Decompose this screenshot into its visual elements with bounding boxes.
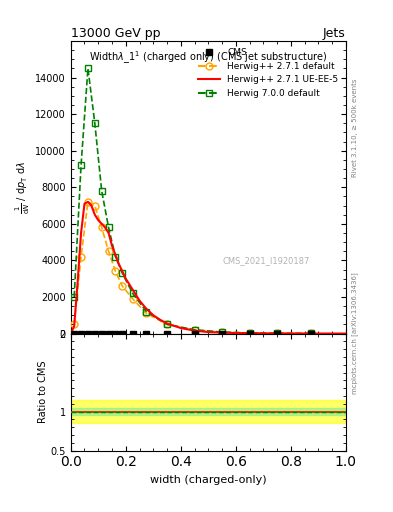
Herwig 7.0.0 default [275, 330, 279, 336]
Herwig++ 2.7.1 UE-EE-5 [151, 312, 156, 318]
Herwig++ 2.7.1 UE-EE-5 [72, 323, 77, 329]
CMS [247, 330, 252, 336]
CMS [192, 330, 197, 336]
Herwig++ 2.7.1 UE-EE-5 [261, 330, 266, 336]
Herwig++ 2.7.1 default [120, 283, 125, 289]
Bar [71, 400, 346, 423]
Herwig++ 2.7.1 UE-EE-5 [144, 306, 149, 312]
Herwig 7.0.0 default [106, 224, 111, 230]
Line: Herwig++ 2.7.1 default: Herwig++ 2.7.1 default [71, 199, 315, 337]
Herwig++ 2.7.1 UE-EE-5 [316, 330, 321, 336]
CMS [165, 330, 169, 336]
Herwig 7.0.0 default [144, 309, 149, 315]
Bar [71, 408, 346, 415]
Herwig++ 2.7.1 default [92, 202, 97, 208]
Text: Width$\lambda\_1^1$ (charged only) (CMS jet substructure): Width$\lambda\_1^1$ (charged only) (CMS … [89, 50, 327, 67]
Herwig++ 2.7.1 default [144, 310, 149, 316]
Herwig++ 2.7.1 default [99, 224, 104, 230]
CMS [120, 330, 125, 336]
Herwig 7.0.0 default [99, 188, 104, 194]
Herwig++ 2.7.1 default [106, 248, 111, 254]
Herwig++ 2.7.1 default [130, 296, 135, 302]
Herwig 7.0.0 default [130, 290, 135, 296]
CMS [309, 330, 314, 336]
Herwig++ 2.7.1 default [220, 329, 224, 335]
Herwig++ 2.7.1 UE-EE-5 [137, 297, 142, 304]
Y-axis label: $\frac{1}{\mathrm{d}N}\ /\ \mathrm{d}p_\mathrm{T}\ \mathrm{d}\lambda$: $\frac{1}{\mathrm{d}N}\ /\ \mathrm{d}p_\… [14, 161, 32, 214]
CMS [92, 330, 97, 336]
Herwig 7.0.0 default [192, 327, 197, 333]
Herwig++ 2.7.1 UE-EE-5 [86, 199, 90, 205]
Herwig++ 2.7.1 UE-EE-5 [96, 217, 101, 223]
Herwig++ 2.7.1 UE-EE-5 [89, 202, 94, 208]
Herwig++ 2.7.1 UE-EE-5 [192, 328, 197, 334]
Herwig++ 2.7.1 UE-EE-5 [116, 261, 121, 267]
Herwig++ 2.7.1 UE-EE-5 [165, 321, 169, 327]
Herwig 7.0.0 default [86, 66, 90, 72]
X-axis label: width (charged-only): width (charged-only) [150, 475, 266, 485]
Text: CMS_2021_I1920187: CMS_2021_I1920187 [222, 256, 309, 265]
Herwig 7.0.0 default [165, 322, 169, 328]
Herwig++ 2.7.1 default [72, 322, 77, 328]
CMS [99, 330, 104, 336]
Herwig++ 2.7.1 UE-EE-5 [178, 325, 183, 331]
CMS [79, 330, 83, 336]
CMS [275, 330, 279, 336]
Y-axis label: Ratio to CMS: Ratio to CMS [38, 361, 48, 423]
Herwig 7.0.0 default [92, 120, 97, 126]
Herwig++ 2.7.1 UE-EE-5 [92, 211, 97, 218]
Herwig++ 2.7.1 default [79, 253, 83, 260]
Line: CMS: CMS [72, 331, 314, 336]
Herwig++ 2.7.1 default [247, 330, 252, 336]
CMS [220, 330, 224, 336]
Herwig++ 2.7.1 default [309, 330, 314, 336]
Herwig++ 2.7.1 UE-EE-5 [75, 279, 80, 285]
CMS [72, 330, 77, 336]
Herwig++ 2.7.1 UE-EE-5 [103, 224, 108, 230]
CMS [106, 330, 111, 336]
Herwig 7.0.0 default [72, 294, 77, 300]
Herwig 7.0.0 default [220, 329, 224, 335]
Herwig++ 2.7.1 UE-EE-5 [79, 230, 83, 236]
Herwig++ 2.7.1 default [86, 199, 90, 205]
Legend: CMS, Herwig++ 2.7.1 default, Herwig++ 2.7.1 UE-EE-5, Herwig 7.0.0 default: CMS, Herwig++ 2.7.1 default, Herwig++ 2.… [195, 46, 342, 100]
Text: mcplots.cern.ch [arXiv:1306.3436]: mcplots.cern.ch [arXiv:1306.3436] [352, 272, 358, 394]
Herwig 7.0.0 default [120, 270, 125, 276]
CMS [130, 330, 135, 336]
Herwig++ 2.7.1 UE-EE-5 [68, 330, 73, 336]
Herwig++ 2.7.1 UE-EE-5 [233, 330, 238, 336]
CMS [113, 330, 118, 336]
Herwig++ 2.7.1 default [275, 330, 279, 336]
Herwig 7.0.0 default [113, 253, 118, 260]
Herwig++ 2.7.1 UE-EE-5 [206, 329, 211, 335]
Herwig++ 2.7.1 default [192, 327, 197, 333]
Herwig++ 2.7.1 UE-EE-5 [343, 330, 348, 336]
Herwig++ 2.7.1 UE-EE-5 [82, 201, 87, 207]
Herwig++ 2.7.1 UE-EE-5 [110, 243, 114, 249]
Herwig++ 2.7.1 UE-EE-5 [130, 287, 135, 293]
Herwig++ 2.7.1 UE-EE-5 [106, 230, 111, 236]
Line: Herwig++ 2.7.1 UE-EE-5: Herwig++ 2.7.1 UE-EE-5 [71, 202, 346, 333]
Herwig++ 2.7.1 default [165, 322, 169, 328]
Text: Jets: Jets [323, 27, 346, 40]
Text: Rivet 3.1.10, ≥ 500k events: Rivet 3.1.10, ≥ 500k events [352, 79, 358, 177]
Herwig++ 2.7.1 default [113, 268, 118, 274]
Line: Herwig 7.0.0 default: Herwig 7.0.0 default [71, 65, 315, 337]
Herwig++ 2.7.1 UE-EE-5 [123, 275, 128, 282]
Text: 13000 GeV pp: 13000 GeV pp [71, 27, 160, 40]
Herwig++ 2.7.1 UE-EE-5 [99, 221, 104, 227]
Herwig++ 2.7.1 UE-EE-5 [288, 330, 293, 336]
Herwig 7.0.0 default [309, 330, 314, 336]
CMS [144, 330, 149, 336]
Herwig 7.0.0 default [79, 162, 83, 168]
Herwig 7.0.0 default [247, 330, 252, 336]
Herwig++ 2.7.1 UE-EE-5 [158, 317, 163, 323]
CMS [86, 330, 90, 336]
